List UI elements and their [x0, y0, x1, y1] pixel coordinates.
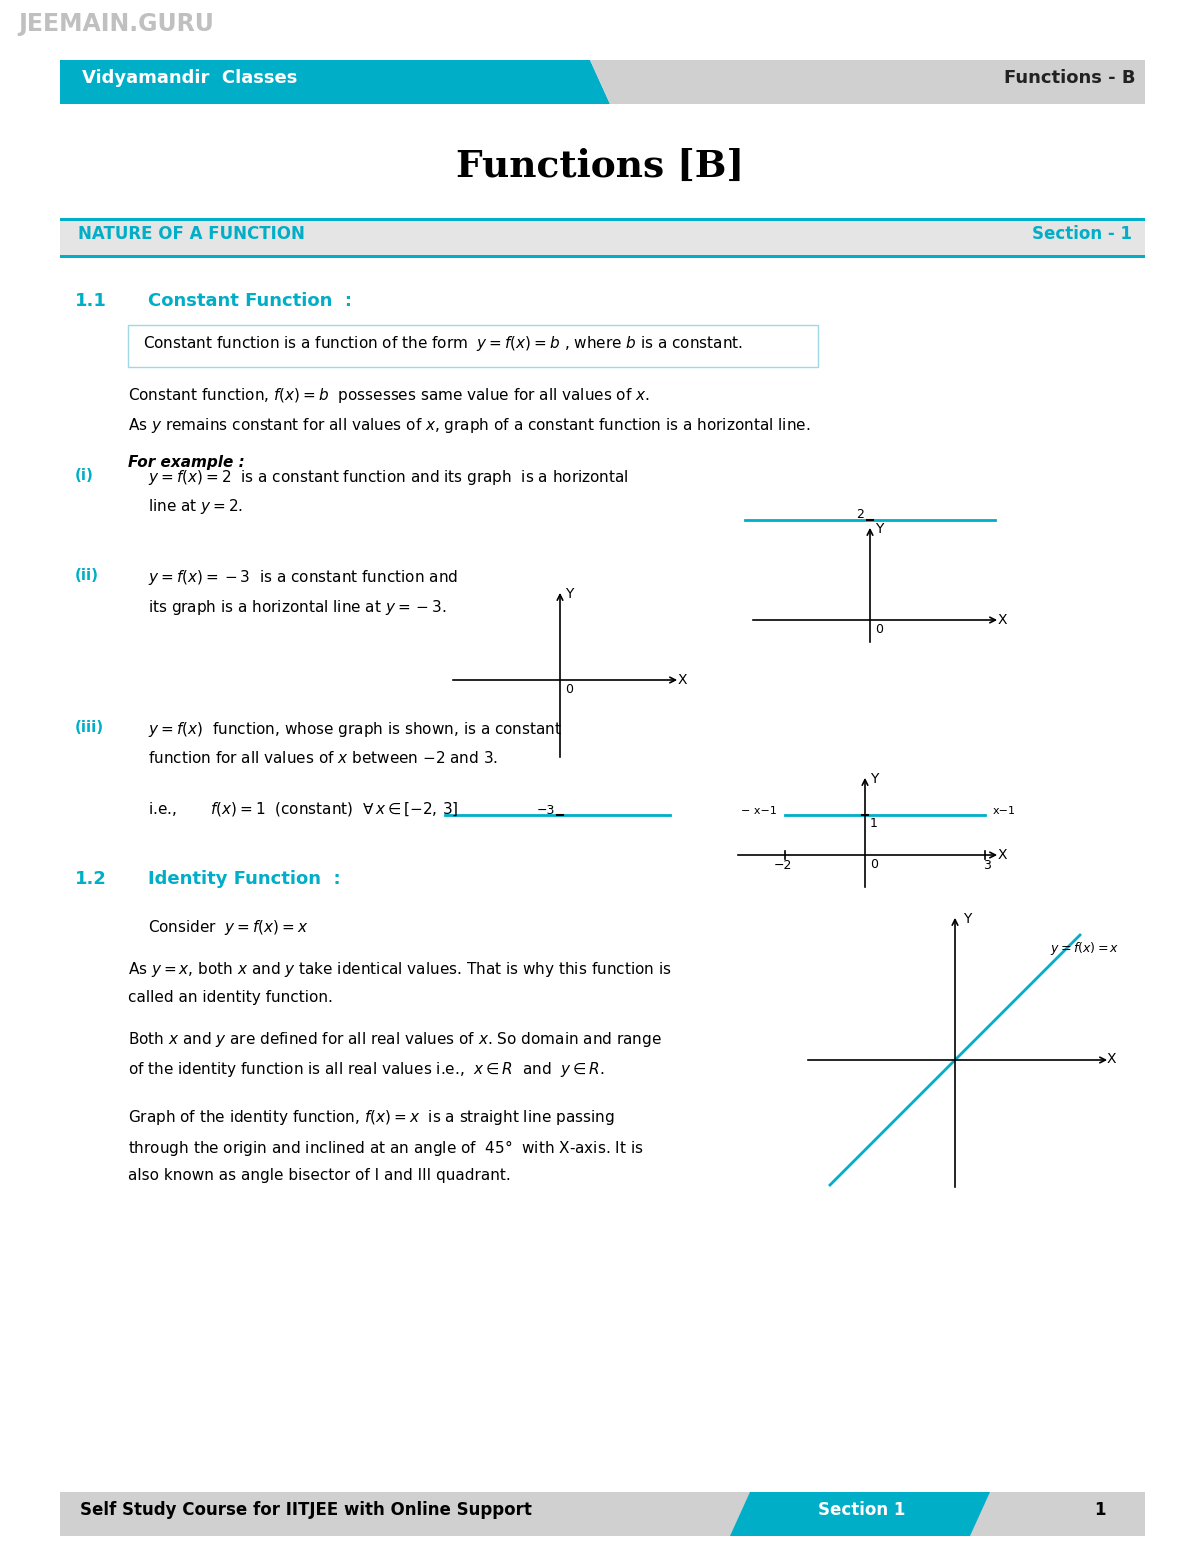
Text: x−1: x−1	[994, 806, 1016, 815]
Text: $y = f(x) = x$: $y = f(x) = x$	[1050, 940, 1120, 957]
Text: Both $x$ and $y$ are defined for all real values of $x$. So domain and range: Both $x$ and $y$ are defined for all rea…	[128, 1030, 662, 1048]
Text: $y = f\left(x\right) = 2$  is a constant function and its graph  is a horizontal: $y = f\left(x\right) = 2$ is a constant …	[148, 467, 629, 488]
Text: (i): (i)	[74, 467, 94, 483]
Text: Y: Y	[870, 772, 878, 786]
Text: Section 1: Section 1	[818, 1502, 906, 1519]
Text: − x−1: − x−1	[742, 806, 778, 815]
Text: For example :: For example :	[128, 455, 245, 471]
Text: −2: −2	[774, 859, 792, 871]
Text: −3: −3	[536, 804, 554, 817]
Polygon shape	[60, 61, 610, 104]
Text: Graph of the identity function, $f\left(x\right) = x$  is a straight line passin: Graph of the identity function, $f\left(…	[128, 1107, 614, 1127]
Text: JEEMAIN.GURU: JEEMAIN.GURU	[18, 12, 214, 36]
Text: X: X	[998, 613, 1008, 627]
Text: Section - 1: Section - 1	[1032, 225, 1132, 242]
Text: Functions [B]: Functions [B]	[456, 148, 744, 185]
Text: 0: 0	[875, 623, 883, 637]
Text: $y = f\left(x\right) = -3$  is a constant function and: $y = f\left(x\right) = -3$ is a constant…	[148, 568, 458, 587]
Text: Constant function, $f\left(x\right) = b$  possesses same value for all values of: Constant function, $f\left(x\right) = b$…	[128, 387, 649, 405]
Text: X: X	[998, 848, 1008, 862]
Text: function for all values of $x$ between $-2$ and $3$.: function for all values of $x$ between $…	[148, 750, 498, 766]
Text: X: X	[1108, 1051, 1116, 1065]
Bar	[60, 255, 1145, 258]
Text: 3: 3	[983, 859, 991, 871]
Text: Identity Function  :: Identity Function :	[148, 870, 341, 888]
Text: 1: 1	[870, 817, 878, 829]
Text: Functions - B: Functions - B	[1003, 68, 1135, 87]
Text: 1.2: 1.2	[74, 870, 107, 888]
Text: 2: 2	[856, 508, 864, 520]
Text: 1.1: 1.1	[74, 292, 107, 311]
Text: 0: 0	[870, 857, 878, 871]
Polygon shape	[590, 61, 1145, 104]
Text: its graph is a horizontal line at $y = -3$.: its graph is a horizontal line at $y = -…	[148, 598, 446, 617]
Text: X: X	[678, 672, 688, 686]
Polygon shape	[730, 1492, 1010, 1536]
Text: Constant function is a function of the form  $y = f\left(x\right) = b$ , where $: Constant function is a function of the f…	[143, 334, 743, 353]
Bar	[128, 325, 818, 367]
Text: As $y = x$, both $x$ and $y$ take identical values. That is why this function is: As $y = x$, both $x$ and $y$ take identi…	[128, 960, 672, 978]
Text: (iii): (iii)	[74, 721, 104, 735]
Text: Self Study Course for IITJEE with Online Support: Self Study Course for IITJEE with Online…	[80, 1502, 532, 1519]
Text: Constant Function  :: Constant Function :	[148, 292, 352, 311]
Text: through the origin and inclined at an angle of  $45°$  with X-axis. It is: through the origin and inclined at an an…	[128, 1138, 643, 1159]
Text: also known as angle bisector of I and III quadrant.: also known as angle bisector of I and II…	[128, 1168, 511, 1183]
Text: 1: 1	[1094, 1502, 1105, 1519]
Text: 0: 0	[565, 683, 574, 696]
Text: NATURE OF A FUNCTION: NATURE OF A FUNCTION	[78, 225, 305, 242]
Bar	[60, 217, 1145, 221]
Text: Consider  $y = f\left(x\right) = x$: Consider $y = f\left(x\right) = x$	[148, 918, 308, 936]
Text: Y: Y	[565, 587, 574, 601]
Text: Y: Y	[964, 912, 971, 926]
Text: of the identity function is all real values i.e.,  $x \in R$  and  $y \in R$.: of the identity function is all real val…	[128, 1061, 605, 1079]
Polygon shape	[970, 1492, 1145, 1536]
Text: called an identity function.: called an identity function.	[128, 989, 332, 1005]
Text: (ii): (ii)	[74, 568, 98, 582]
Bar	[128, 325, 818, 367]
Bar	[60, 217, 1145, 258]
Polygon shape	[60, 1492, 770, 1536]
Text: $y = f\left(x\right)$  function, whose graph is shown, is a constant: $y = f\left(x\right)$ function, whose gr…	[148, 721, 562, 739]
Text: line at $y = 2$.: line at $y = 2$.	[148, 497, 244, 516]
Text: Vidyamandir  Classes: Vidyamandir Classes	[82, 68, 298, 87]
Text: i.e.,       $f\left(x\right) = 1$  (constant)  $\forall \, x \in \left[-2,\, 3\r: i.e., $f\left(x\right) = 1$ (constant) $…	[148, 800, 458, 818]
Text: Y: Y	[875, 522, 883, 536]
Text: As $y$ remains constant for all values of $x$, graph of a constant function is a: As $y$ remains constant for all values o…	[128, 416, 810, 435]
